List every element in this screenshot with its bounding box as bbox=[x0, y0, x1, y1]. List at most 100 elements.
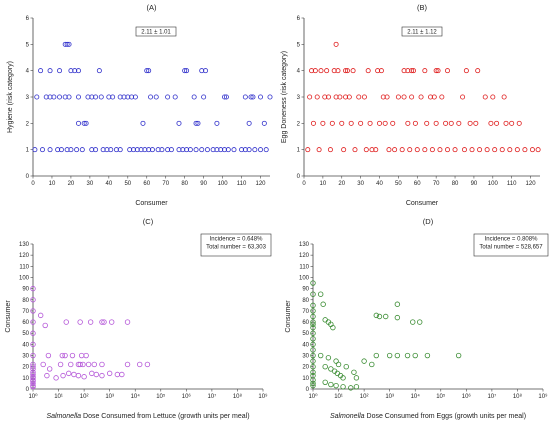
data-point bbox=[176, 147, 182, 153]
data-point bbox=[352, 147, 358, 153]
data-point bbox=[130, 147, 136, 153]
data-point bbox=[66, 370, 72, 377]
data-point bbox=[384, 94, 390, 100]
data-point bbox=[153, 94, 159, 100]
y-tick-label: 130 bbox=[299, 242, 310, 248]
data-point bbox=[76, 94, 82, 100]
data-point bbox=[507, 147, 513, 153]
data-point bbox=[124, 361, 131, 368]
data-point bbox=[225, 147, 231, 153]
y-tick-label: 0 bbox=[306, 387, 310, 393]
data-point bbox=[85, 361, 92, 368]
data-point bbox=[377, 120, 383, 126]
y-axis-title: Hygiene (risk category) bbox=[7, 61, 14, 133]
x-tick-label: 110 bbox=[507, 181, 517, 187]
data-point bbox=[333, 382, 339, 389]
data-point bbox=[137, 361, 143, 368]
data-point bbox=[114, 371, 121, 378]
data-point bbox=[47, 147, 53, 153]
data-point bbox=[78, 352, 85, 359]
stat-annotation: 2.11 ± 1.01 bbox=[135, 26, 177, 37]
data-point bbox=[383, 313, 389, 320]
data-point bbox=[121, 94, 127, 100]
data-point bbox=[409, 68, 415, 74]
data-point bbox=[433, 120, 439, 126]
data-point bbox=[42, 322, 48, 329]
data-point bbox=[155, 147, 161, 153]
data-point bbox=[310, 358, 316, 364]
y-tick-label: 120 bbox=[19, 253, 30, 259]
data-point bbox=[401, 68, 407, 74]
data-point bbox=[346, 94, 352, 100]
y-tick-label: 2 bbox=[26, 121, 30, 127]
data-point bbox=[30, 285, 36, 292]
data-point bbox=[138, 147, 144, 153]
data-point bbox=[68, 361, 74, 368]
y-tick-label: 30 bbox=[302, 354, 309, 360]
data-point bbox=[184, 68, 190, 74]
data-point bbox=[443, 120, 449, 126]
data-point bbox=[409, 94, 415, 100]
data-point bbox=[490, 94, 496, 100]
data-point bbox=[239, 147, 245, 153]
chart-panel-d: (D) 10⁰ 10¹ 10² 10³ 10⁴ 10⁵ 10⁶ 10⁷ 10⁸ 10⁹ 0 10 20 30… bbox=[285, 217, 549, 420]
y-tick-label: 70 bbox=[22, 309, 29, 315]
x-tick-label: 40 bbox=[105, 181, 112, 187]
data-point bbox=[176, 120, 182, 126]
x-tick-label: 10⁹ bbox=[258, 393, 268, 400]
data-point bbox=[83, 352, 89, 359]
data-point bbox=[101, 319, 107, 325]
y-tick-label: 70 bbox=[302, 309, 309, 315]
data-point bbox=[46, 366, 53, 372]
data-point bbox=[335, 361, 342, 368]
y-tick-label: 20 bbox=[22, 365, 29, 371]
data-point bbox=[310, 120, 316, 126]
data-point bbox=[127, 147, 133, 153]
data-point bbox=[246, 120, 252, 126]
y-tick-label: 110 bbox=[19, 264, 29, 270]
x-tick-label: 10² bbox=[80, 394, 89, 400]
data-point bbox=[305, 147, 311, 153]
x-tick-label: 60 bbox=[414, 181, 421, 187]
data-point bbox=[59, 352, 65, 359]
data-point bbox=[343, 94, 349, 100]
data-point bbox=[340, 384, 346, 390]
data-point bbox=[503, 120, 509, 126]
x-tick-label: 70 bbox=[433, 181, 440, 187]
data-point bbox=[110, 94, 116, 100]
y-tick-label: 20 bbox=[302, 365, 309, 371]
data-point bbox=[307, 94, 313, 100]
data-point bbox=[344, 68, 350, 74]
data-point bbox=[100, 147, 106, 153]
chart-panel-b: (B) 0 10 20 30 40 50 60 70 80 90 100 110 120 0 1 2 3 4 5 6 Co… bbox=[281, 3, 541, 207]
data-point bbox=[80, 361, 86, 368]
data-point bbox=[460, 94, 466, 100]
data-point bbox=[261, 120, 267, 126]
data-point bbox=[316, 147, 322, 153]
data-point bbox=[310, 341, 316, 348]
data-point bbox=[424, 120, 430, 126]
y-tick-label: 60 bbox=[22, 320, 29, 326]
data-point bbox=[310, 352, 316, 359]
x-tick-label: 10¹ bbox=[54, 394, 63, 400]
x-tick-label: 120 bbox=[256, 181, 267, 187]
x-tick-label: 0 bbox=[31, 181, 35, 187]
data-point bbox=[310, 330, 316, 336]
y-tick-label: 1 bbox=[26, 148, 30, 154]
data-point bbox=[51, 94, 57, 100]
y-tick-label: 50 bbox=[22, 331, 29, 337]
x-tick-label: 20 bbox=[68, 181, 75, 187]
x-tick-label: 30 bbox=[87, 181, 94, 187]
data-point bbox=[367, 120, 373, 126]
data-point bbox=[191, 94, 197, 100]
data-point bbox=[74, 147, 80, 153]
data-point bbox=[267, 94, 273, 100]
data-point bbox=[386, 352, 393, 359]
data-point bbox=[310, 308, 316, 314]
scatter-points bbox=[30, 285, 151, 390]
data-point bbox=[340, 375, 346, 381]
y-axis-title: Consumer bbox=[285, 300, 292, 333]
data-point bbox=[193, 120, 199, 126]
data-point bbox=[310, 363, 316, 370]
